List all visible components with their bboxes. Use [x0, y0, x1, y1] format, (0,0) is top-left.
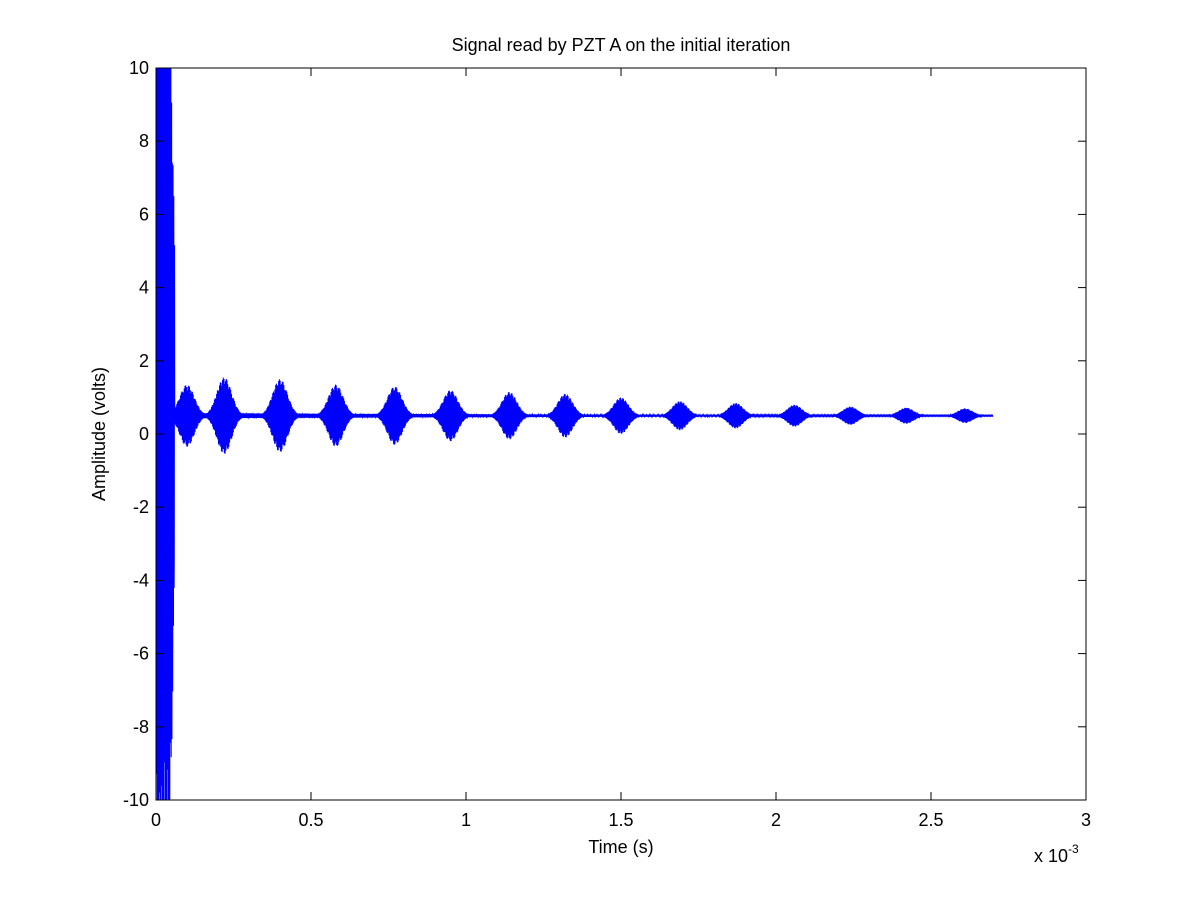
x-tick-label: 0.5 [298, 810, 323, 830]
y-axis-ticks: -10 -8 -6 -4 -2 0 2 4 6 8 10 [123, 58, 1086, 810]
x-scale-exponent: -3 [1068, 842, 1079, 856]
chart-title: Signal read by PZT A on the initial iter… [452, 35, 791, 55]
plot-clip-group [156, 68, 994, 800]
x-tick-label: 2 [771, 810, 781, 830]
x-scale-multiplier: x 10-3 [1034, 842, 1079, 866]
x-axis-label: Time (s) [588, 837, 653, 857]
x-scale-base: x 10 [1034, 846, 1068, 866]
y-tick-label: -6 [133, 644, 149, 664]
y-axis-label: Amplitude (volts) [89, 367, 109, 501]
y-tick-label: 2 [139, 351, 149, 371]
x-tick-label: 3 [1081, 810, 1091, 830]
x-tick-label: 0 [151, 810, 161, 830]
x-tick-label: 1 [461, 810, 471, 830]
plot-area [156, 68, 1086, 800]
y-tick-label: -4 [133, 570, 149, 590]
y-tick-label: 4 [139, 278, 149, 298]
signal-line [156, 68, 994, 800]
y-tick-label: 8 [139, 131, 149, 151]
y-tick-label: 10 [129, 58, 149, 78]
x-tick-label: 1.5 [608, 810, 633, 830]
y-tick-label: -2 [133, 497, 149, 517]
x-axis-ticks: 0 0.5 1 1.5 2 2.5 3 [151, 68, 1091, 830]
y-tick-label: -10 [123, 790, 149, 810]
y-tick-label: 0 [139, 424, 149, 444]
x-tick-label: 2.5 [918, 810, 943, 830]
y-tick-label: 6 [139, 204, 149, 224]
y-tick-label: -8 [133, 717, 149, 737]
